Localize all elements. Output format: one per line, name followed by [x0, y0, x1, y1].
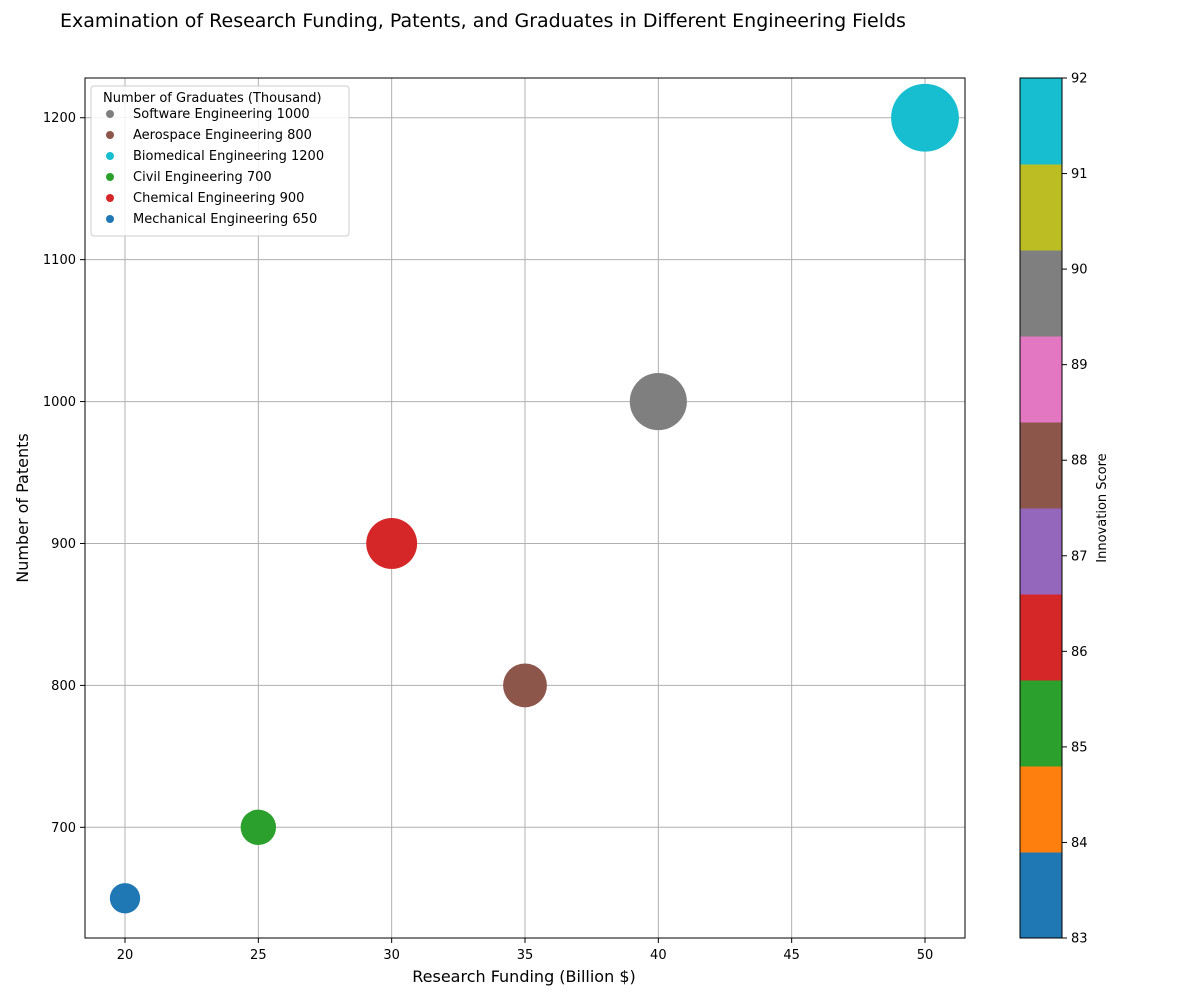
x-tick-label: 40 — [650, 948, 667, 963]
legend-marker — [106, 215, 114, 223]
chart-title: Examination of Research Funding, Patents… — [60, 10, 906, 32]
y-tick-label: 800 — [51, 679, 76, 694]
bubble-point — [503, 663, 547, 708]
x-tick-label: 35 — [517, 948, 534, 963]
colorbar-segment — [1020, 766, 1062, 853]
colorbar-segment — [1020, 680, 1062, 767]
legend-entry: Aerospace Engineering 800 — [133, 128, 312, 143]
bubble-point — [109, 883, 141, 914]
x-tick-label: 30 — [383, 948, 400, 963]
bubble-point — [366, 518, 418, 569]
colorbar-tick-label: 87 — [1071, 549, 1088, 564]
bubbles — [109, 83, 959, 914]
x-tick-label: 50 — [917, 948, 934, 963]
legend-marker — [106, 110, 114, 118]
colorbar-segment — [1020, 852, 1062, 939]
colorbar-segment — [1020, 508, 1062, 595]
x-axis-ticks: 20 25 30 35 40 45 50 — [117, 938, 934, 963]
colorbar-segment — [1020, 422, 1062, 509]
y-axis-label: Number of Patents — [13, 433, 32, 582]
colorbar-segment — [1020, 164, 1062, 251]
y-tick-label: 700 — [51, 821, 76, 836]
legend-marker — [106, 194, 114, 202]
colorbar-tick-label: 89 — [1071, 358, 1088, 373]
bubble-point — [629, 373, 687, 431]
colorbar-tick-label: 90 — [1071, 263, 1088, 278]
legend-entry: Civil Engineering 700 — [133, 170, 272, 185]
colorbar-tick-label: 91 — [1071, 167, 1088, 182]
y-tick-label: 1100 — [43, 253, 76, 268]
y-tick-label: 900 — [51, 537, 76, 552]
colorbar-tick-label: 84 — [1071, 836, 1088, 851]
legend-marker — [106, 173, 114, 181]
colorbar: 83 84 85 86 87 88 89 90 91 92 — [1019, 72, 1088, 947]
legend-entry: Chemical Engineering 900 — [133, 191, 304, 206]
y-axis-ticks: 700 800 900 1000 1100 1200 — [43, 111, 85, 836]
grid-lines — [85, 78, 965, 938]
colorbar-frame — [1019, 77, 1063, 939]
colorbar-label: Innovation Score — [1095, 453, 1110, 562]
colorbar-segment — [1020, 78, 1062, 165]
legend-title: Number of Graduates (Thousand) — [103, 91, 322, 106]
bubble-point — [891, 83, 959, 152]
legend-entry: Mechanical Engineering 650 — [133, 212, 317, 227]
legend-marker — [106, 131, 114, 139]
colorbar-tick-label: 85 — [1071, 740, 1088, 755]
x-tick-label: 20 — [117, 948, 134, 963]
colorbar-tick-label: 86 — [1071, 645, 1088, 660]
x-tick-label: 45 — [783, 948, 800, 963]
colorbar-tick-label: 88 — [1071, 454, 1088, 469]
colorbar-segment — [1020, 594, 1062, 681]
bubble-point — [240, 809, 277, 846]
y-tick-label: 1200 — [43, 111, 76, 126]
legend-marker — [106, 152, 114, 160]
legend-box — [90, 85, 350, 237]
legend-entry: Software Engineering 1000 — [133, 107, 310, 122]
colorbar-tick-label: 92 — [1071, 72, 1088, 87]
legend-entry: Biomedical Engineering 1200 — [133, 149, 324, 164]
colorbar-segment — [1020, 250, 1062, 337]
x-axis-label: Research Funding (Billion $) — [412, 967, 636, 986]
y-tick-label: 1000 — [43, 395, 76, 410]
legend: Number of Graduates (Thousand) Software … — [90, 85, 350, 237]
colorbar-segment — [1020, 336, 1062, 423]
colorbar-tick-label: 83 — [1071, 932, 1088, 947]
x-tick-label: 25 — [250, 948, 267, 963]
